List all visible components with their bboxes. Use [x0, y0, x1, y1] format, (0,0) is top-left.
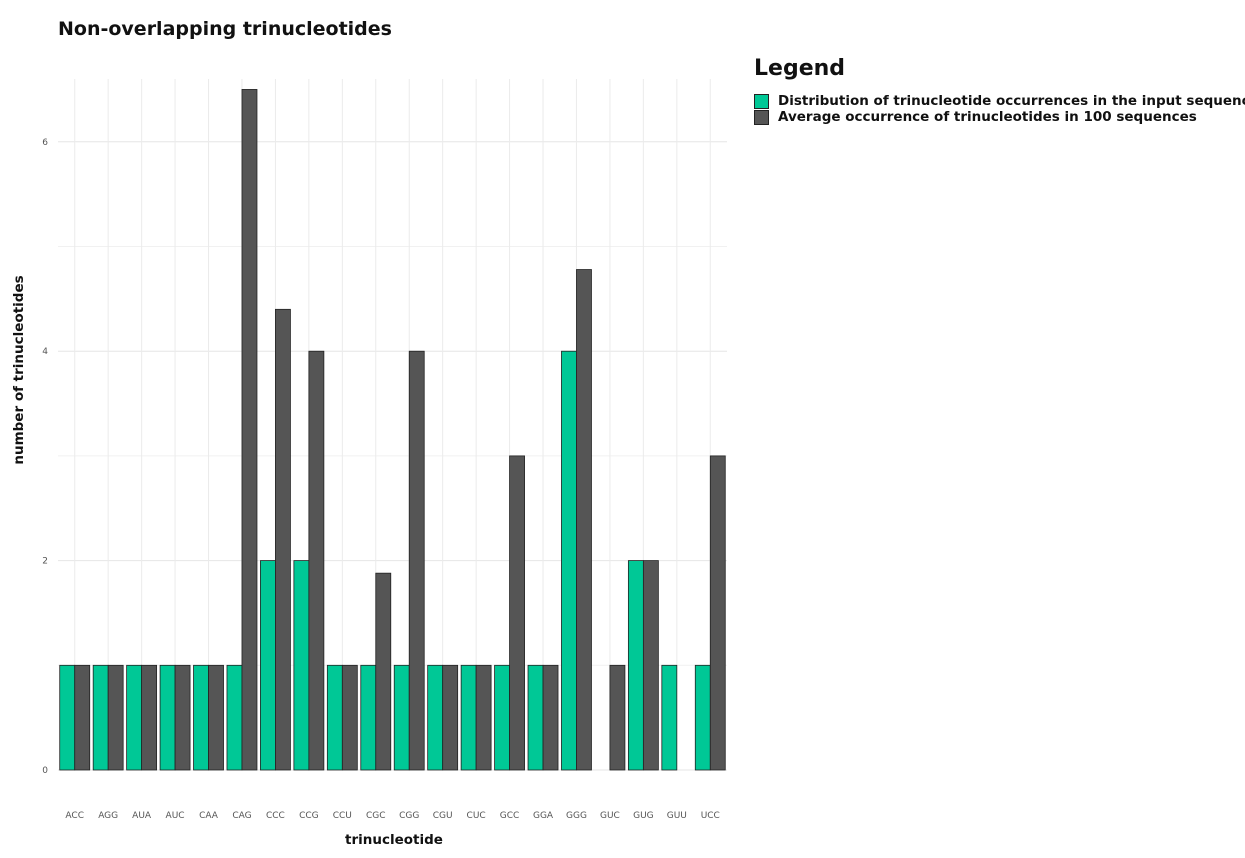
bar-cag-series-1	[226, 664, 243, 771]
x-tick-label-guu: GUU	[667, 811, 687, 821]
bar-ucc-series-1	[694, 664, 711, 771]
bar-auc-series-2	[174, 664, 191, 771]
x-tick-label-cag: CAG	[232, 811, 251, 821]
bar-ggg-series-1	[561, 350, 577, 771]
bar-gga-series-2	[542, 664, 559, 771]
bar-cgc-series-1	[360, 664, 377, 771]
bar-gug-series-1	[627, 560, 644, 771]
y-axis-ticks: 0 2 4 6	[42, 138, 48, 776]
legend-item-average-occurrence: Average occurrence of trinucleotides in …	[754, 109, 1245, 125]
chart-title: Non-overlapping trinucleotides	[58, 18, 392, 40]
x-tick-label-caa: CAA	[199, 811, 219, 821]
legend-swatch-average-occurrence	[754, 109, 769, 125]
bar-cgc-series-2	[375, 572, 392, 771]
x-tick-label-gug: GUG	[633, 811, 654, 821]
bar-gga-series-1	[527, 664, 544, 771]
bar-ccu-series-2	[341, 664, 358, 771]
bar-ggg-series-2	[576, 269, 592, 771]
bar-ccg-series-1	[293, 560, 310, 771]
x-axis-ticks: ACC AGG AUA AUC CAA CAG CCC CCG CCU CGC CGG CGU CUC G…	[65, 811, 719, 821]
bar-acc-series-1	[59, 664, 76, 771]
bars	[59, 89, 726, 771]
bar-agg-series-2	[107, 664, 124, 771]
x-tick-label-ccu: CCU	[333, 811, 352, 821]
x-tick-label-agg: AGG	[98, 811, 118, 821]
x-tick-label-ccc: CCC	[266, 811, 285, 821]
bar-chart: 0 2 4 6 ACC AGG AUA AUC CAA CAG CCC CCG CCU CGC CGG CG…	[11, 78, 727, 848]
x-axis-title: trinucleotide	[345, 832, 443, 848]
x-tick-label-guc: GUC	[600, 811, 620, 821]
bar-cgg-series-1	[393, 664, 410, 771]
bar-aua-series-2	[141, 664, 158, 771]
x-tick-label-ucc: UCC	[701, 811, 720, 821]
y-tick-label: 4	[42, 347, 48, 357]
bar-guu-series-1	[661, 664, 678, 771]
y-tick-label: 6	[42, 138, 48, 148]
x-tick-label-cgg: CGG	[399, 811, 419, 821]
bar-cgg-series-2	[408, 350, 425, 771]
x-tick-label-gga: GGA	[533, 811, 554, 821]
legend-swatch-input-sequence	[754, 93, 769, 109]
bar-caa-series-2	[208, 664, 224, 771]
bar-aua-series-1	[126, 664, 143, 771]
x-tick-label-acc: ACC	[65, 811, 84, 821]
bar-cgu-series-1	[427, 664, 444, 771]
grid-lines	[58, 78, 727, 771]
y-tick-label: 0	[42, 766, 48, 776]
y-tick-label: 2	[42, 557, 48, 567]
y-axis-title: number of trinucleotides	[11, 275, 27, 464]
bar-cgu-series-2	[442, 664, 459, 771]
bar-acc-series-2	[74, 664, 91, 771]
legend-item-input-sequence: Distribution of trinucleotide occurrence…	[754, 93, 1245, 109]
bar-gcc-series-2	[509, 455, 525, 771]
x-tick-label-gcc: GCC	[500, 811, 520, 821]
x-tick-label-cuc: CUC	[467, 811, 486, 821]
legend-title: Legend	[754, 56, 846, 81]
bar-ccc-series-1	[260, 560, 276, 771]
bar-agg-series-1	[92, 664, 109, 771]
bar-caa-series-1	[193, 664, 209, 771]
bar-guc-series-2	[609, 664, 626, 771]
bar-ccu-series-1	[326, 664, 343, 771]
bar-ucc-series-2	[709, 455, 726, 771]
x-tick-label-cgc: CGC	[366, 811, 386, 821]
legend-label-average-occurrence: Average occurrence of trinucleotides in …	[778, 109, 1197, 125]
bar-cuc-series-2	[475, 664, 492, 771]
x-tick-label-aua: AUA	[132, 811, 152, 821]
bar-auc-series-1	[159, 664, 176, 771]
bar-cuc-series-1	[460, 664, 477, 771]
x-tick-label-ggg: GGG	[566, 811, 587, 821]
bar-gug-series-2	[642, 560, 659, 771]
legend-label-input-sequence: Distribution of trinucleotide occurrence…	[778, 93, 1245, 109]
x-tick-label-ccg: CCG	[299, 811, 319, 821]
x-tick-label-cgu: CGU	[433, 811, 453, 821]
bar-ccc-series-2	[275, 308, 291, 771]
legend: Legend Distribution of trinucleotide occ…	[754, 56, 1245, 125]
bar-gcc-series-1	[494, 664, 510, 771]
bar-cag-series-2	[241, 89, 258, 771]
x-tick-label-auc: AUC	[166, 811, 185, 821]
bar-ccg-series-2	[308, 350, 325, 771]
